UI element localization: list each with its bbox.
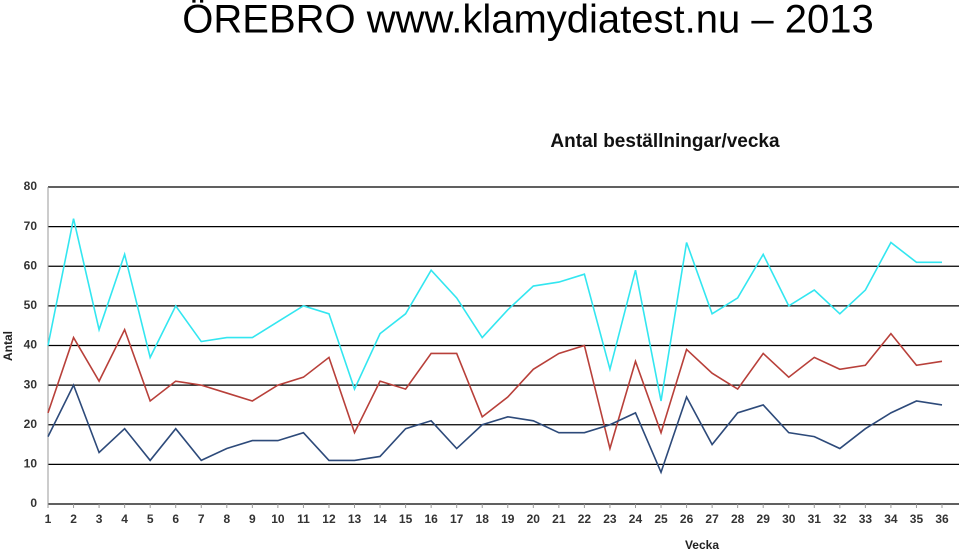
x-tick-label: 23 [603, 512, 617, 526]
x-tick-label: 14 [373, 512, 387, 526]
x-tick-label: 7 [198, 512, 205, 526]
x-tick-label: 35 [910, 512, 924, 526]
x-tick-label: 26 [680, 512, 694, 526]
x-tick-label: 5 [147, 512, 154, 526]
x-tick-label: 11 [297, 512, 310, 526]
x-tick-label: 27 [705, 512, 719, 526]
x-tick-label: 29 [757, 512, 771, 526]
series-line [47, 327, 943, 452]
x-tick-label: 19 [501, 512, 515, 526]
y-tick-label: 40 [24, 338, 38, 352]
x-tick-label: 22 [578, 512, 592, 526]
y-tick-label: 70 [24, 219, 38, 233]
page-title: ÖREBRO www.klamydiatest.nu – 2013 [182, 0, 873, 42]
x-tick-label: 16 [424, 512, 438, 526]
x-tick-label: 6 [172, 512, 179, 526]
x-tick-label: 36 [935, 512, 949, 526]
x-tick-label: 33 [859, 512, 873, 526]
y-axis-label: Antal [1, 331, 15, 361]
x-tick-label: 9 [249, 512, 256, 526]
x-tick-label: 32 [833, 512, 847, 526]
x-tick-label: 24 [629, 512, 643, 526]
y-tick-label: 20 [24, 417, 38, 431]
x-tick-label: 21 [552, 512, 566, 526]
x-tick-label: 15 [399, 512, 413, 526]
x-tick-label: 20 [527, 512, 541, 526]
x-tick-label: 30 [782, 512, 796, 526]
x-tick-label: 4 [121, 512, 128, 526]
x-tick-label: 31 [808, 512, 822, 526]
x-tick-label: 25 [654, 512, 668, 526]
x-tick-label: 2 [70, 512, 77, 526]
y-tick-label: 50 [24, 298, 38, 312]
x-tick-label: 8 [223, 512, 230, 526]
y-tick-label: 10 [24, 457, 38, 471]
x-tick-label: 1 [45, 512, 52, 526]
x-tick-label: 3 [96, 512, 103, 526]
y-tick-label: 30 [24, 377, 38, 391]
y-tick-label: 80 [24, 179, 38, 193]
x-tick-label: 17 [450, 512, 464, 526]
series-line [47, 218, 942, 402]
y-tick-label: 60 [24, 258, 38, 272]
x-tick-label: 12 [322, 512, 336, 526]
chart-title: Antal beställningar/vecka [550, 131, 780, 152]
x-tick-label: 18 [476, 512, 490, 526]
x-tick-label: 13 [348, 512, 362, 526]
y-tick-label: 0 [30, 496, 37, 510]
x-tick-label: 34 [884, 512, 898, 526]
x-tick-label: 10 [271, 512, 285, 526]
x-tick-label: 28 [731, 512, 745, 526]
series-line [47, 383, 943, 475]
x-axis-label: Vecka [685, 538, 719, 552]
